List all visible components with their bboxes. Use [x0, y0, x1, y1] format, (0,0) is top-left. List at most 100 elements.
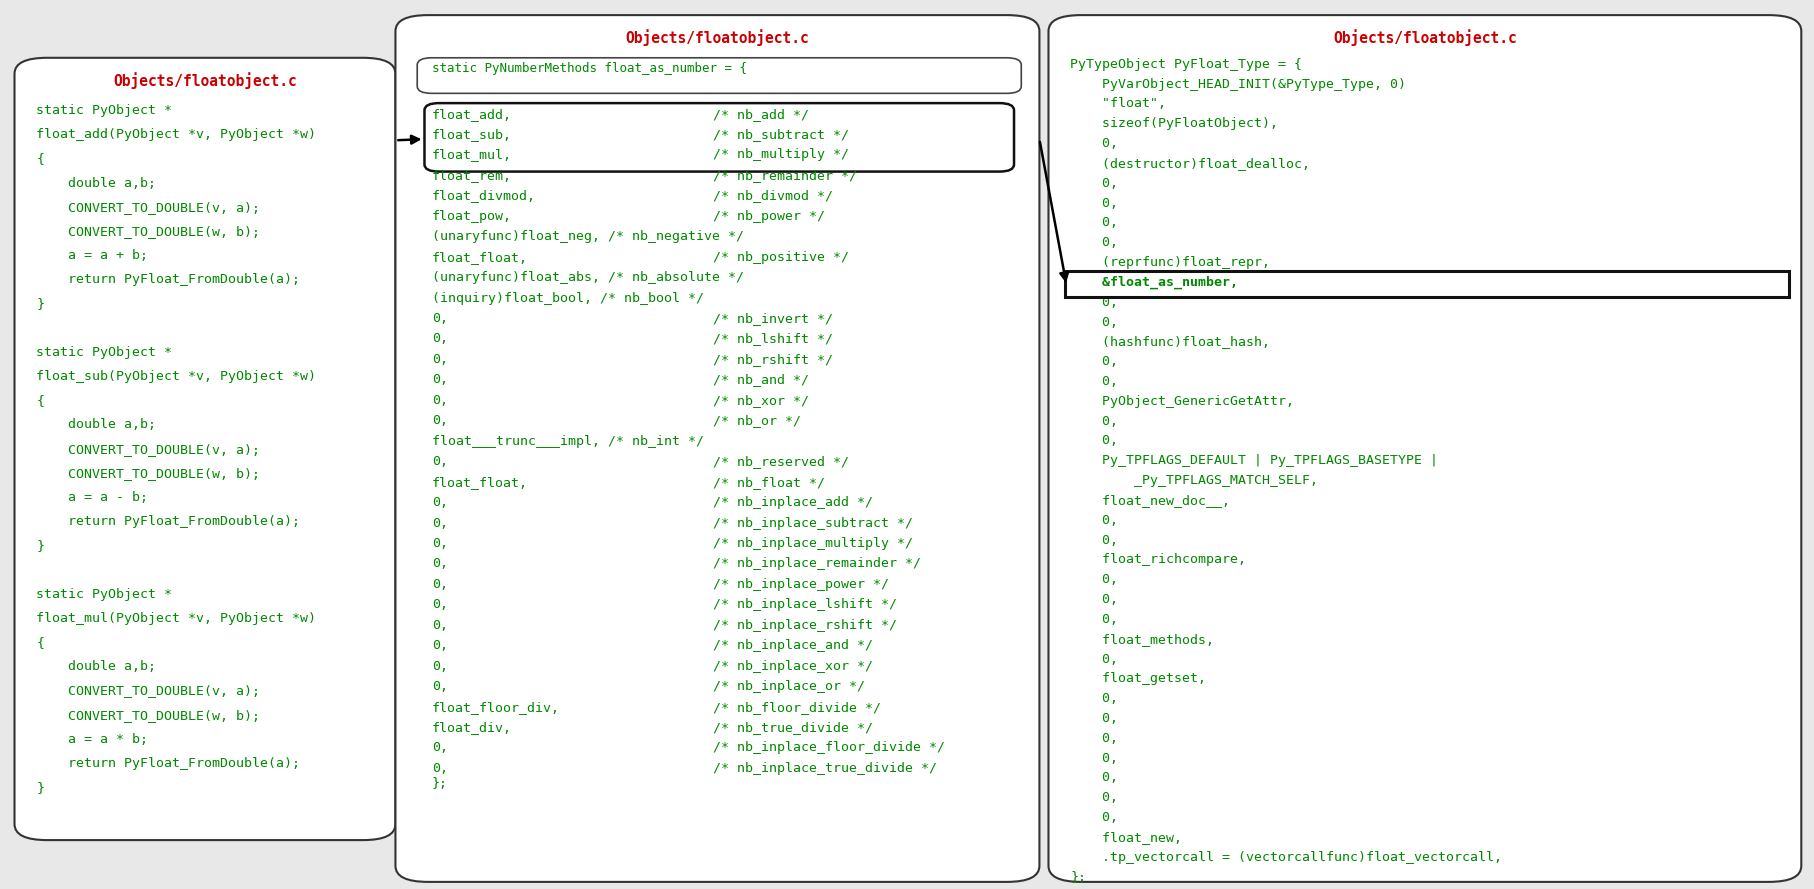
Text: 0,: 0,	[1070, 375, 1117, 388]
Text: 0,: 0,	[1070, 811, 1117, 824]
Text: /* nb_inplace_rshift */: /* nb_inplace_rshift */	[713, 619, 896, 632]
Text: /* nb_inplace_lshift */: /* nb_inplace_lshift */	[713, 598, 896, 612]
Text: "float",: "float",	[1070, 98, 1166, 110]
Text: (unaryfunc)float_neg, /* nb_negative */: (unaryfunc)float_neg, /* nb_negative */	[432, 230, 744, 244]
Text: 0,: 0,	[1070, 236, 1117, 249]
Text: Objects/floatobject.c: Objects/floatobject.c	[112, 72, 297, 89]
Text: float_rem,: float_rem,	[432, 169, 512, 182]
Text: float_add,: float_add,	[432, 108, 512, 121]
Text: float_float,: float_float,	[432, 476, 528, 489]
Text: float_mul,: float_mul,	[432, 148, 512, 162]
Text: }: }	[36, 781, 44, 794]
Text: return PyFloat_FromDouble(a);: return PyFloat_FromDouble(a);	[36, 757, 301, 770]
Text: 0,: 0,	[432, 598, 448, 612]
Text: Objects/floatobject.c: Objects/floatobject.c	[1333, 29, 1517, 46]
FancyBboxPatch shape	[417, 58, 1021, 93]
Text: /* nb_true_divide */: /* nb_true_divide */	[713, 721, 873, 734]
Text: float___trunc___impl, /* nb_int */: float___trunc___impl, /* nb_int */	[432, 435, 704, 448]
Text: float_mul(PyObject *v, PyObject *w): float_mul(PyObject *v, PyObject *w)	[36, 612, 316, 625]
Text: 0,: 0,	[1070, 791, 1117, 805]
Text: (reprfunc)float_repr,: (reprfunc)float_repr,	[1070, 256, 1270, 269]
Text: (destructor)float_dealloc,: (destructor)float_dealloc,	[1070, 157, 1310, 170]
Text: 0,: 0,	[1070, 772, 1117, 784]
Text: CONVERT_TO_DOUBLE(v, a);: CONVERT_TO_DOUBLE(v, a);	[36, 443, 259, 455]
Text: float_sub(PyObject *v, PyObject *w): float_sub(PyObject *v, PyObject *w)	[36, 370, 316, 383]
Text: 0,: 0,	[432, 762, 448, 775]
Text: float_div,: float_div,	[432, 721, 512, 734]
Text: Objects/floatobject.c: Objects/floatobject.c	[626, 29, 809, 46]
Text: float_new,: float_new,	[1070, 831, 1183, 844]
Text: 0,: 0,	[432, 741, 448, 755]
Text: &float_as_number,: &float_as_number,	[1070, 276, 1239, 289]
Text: _Py_TPFLAGS_MATCH_SELF,: _Py_TPFLAGS_MATCH_SELF,	[1070, 474, 1319, 487]
Text: float_floor_div,: float_floor_div,	[432, 701, 561, 714]
Text: /* nb_add */: /* nb_add */	[713, 108, 809, 121]
Text: 0,: 0,	[432, 332, 448, 346]
FancyBboxPatch shape	[1048, 15, 1801, 882]
Text: double a,b;: double a,b;	[36, 661, 156, 673]
Text: 0,: 0,	[1070, 732, 1117, 745]
Text: 0,: 0,	[1070, 613, 1117, 626]
Text: float_methods,: float_methods,	[1070, 633, 1214, 645]
Text: /* nb_floor_divide */: /* nb_floor_divide */	[713, 701, 882, 714]
Text: CONVERT_TO_DOUBLE(v, a);: CONVERT_TO_DOUBLE(v, a);	[36, 201, 259, 213]
Text: /* nb_inplace_power */: /* nb_inplace_power */	[713, 578, 889, 591]
Text: PyTypeObject PyFloat_Type = {: PyTypeObject PyFloat_Type = {	[1070, 58, 1302, 71]
Text: 0,: 0,	[1070, 316, 1117, 329]
Text: 0,: 0,	[1070, 414, 1117, 428]
Text: 0,: 0,	[432, 537, 448, 550]
Text: 0,: 0,	[432, 496, 448, 509]
Text: CONVERT_TO_DOUBLE(w, b);: CONVERT_TO_DOUBLE(w, b);	[36, 709, 259, 722]
Text: 0,: 0,	[1070, 693, 1117, 705]
FancyBboxPatch shape	[424, 103, 1014, 172]
Text: 0,: 0,	[1070, 514, 1117, 527]
Text: {: {	[36, 394, 44, 407]
Text: 0,: 0,	[1070, 593, 1117, 606]
Text: PyVarObject_HEAD_INIT(&PyType_Type, 0): PyVarObject_HEAD_INIT(&PyType_Type, 0)	[1070, 77, 1406, 91]
Text: float_sub,: float_sub,	[432, 128, 512, 141]
Text: double a,b;: double a,b;	[36, 419, 156, 431]
Text: CONVERT_TO_DOUBLE(w, b);: CONVERT_TO_DOUBLE(w, b);	[36, 467, 259, 480]
Text: PyObject_GenericGetAttr,: PyObject_GenericGetAttr,	[1070, 395, 1293, 408]
Text: 0,: 0,	[432, 312, 448, 325]
Text: 0,: 0,	[432, 394, 448, 407]
Text: static PyObject *: static PyObject *	[36, 588, 172, 601]
Text: sizeof(PyFloatObject),: sizeof(PyFloatObject),	[1070, 117, 1279, 131]
Text: /* nb_remainder */: /* nb_remainder */	[713, 169, 856, 182]
FancyBboxPatch shape	[15, 58, 395, 840]
Text: a = a - b;: a = a - b;	[36, 491, 149, 504]
Text: /* nb_inplace_or */: /* nb_inplace_or */	[713, 680, 865, 693]
Text: /* nb_lshift */: /* nb_lshift */	[713, 332, 833, 346]
Text: 0,: 0,	[1070, 137, 1117, 150]
Text: /* nb_and */: /* nb_and */	[713, 373, 809, 387]
Text: (unaryfunc)float_abs, /* nb_absolute */: (unaryfunc)float_abs, /* nb_absolute */	[432, 271, 744, 284]
Text: /* nb_inplace_subtract */: /* nb_inplace_subtract */	[713, 517, 912, 530]
Text: };: };	[1070, 870, 1087, 884]
Text: 0,: 0,	[432, 414, 448, 428]
Text: float_divmod,: float_divmod,	[432, 189, 535, 203]
Text: float_richcompare,: float_richcompare,	[1070, 553, 1246, 566]
FancyBboxPatch shape	[1065, 271, 1789, 297]
Text: 0,: 0,	[1070, 356, 1117, 368]
Text: float_add(PyObject *v, PyObject *w): float_add(PyObject *v, PyObject *w)	[36, 128, 316, 141]
Text: 0,: 0,	[1070, 177, 1117, 189]
Text: /* nb_inplace_and */: /* nb_inplace_and */	[713, 639, 873, 653]
Text: CONVERT_TO_DOUBLE(v, a);: CONVERT_TO_DOUBLE(v, a);	[36, 685, 259, 697]
Text: return PyFloat_FromDouble(a);: return PyFloat_FromDouble(a);	[36, 273, 301, 286]
Text: static PyNumberMethods float_as_number = {: static PyNumberMethods float_as_number =…	[432, 62, 747, 76]
Text: a = a + b;: a = a + b;	[36, 249, 149, 262]
Text: 0,: 0,	[432, 680, 448, 693]
Text: /* nb_or */: /* nb_or */	[713, 414, 802, 428]
Text: (inquiry)float_bool, /* nb_bool */: (inquiry)float_bool, /* nb_bool */	[432, 292, 704, 305]
FancyBboxPatch shape	[395, 15, 1039, 882]
Text: /* nb_invert */: /* nb_invert */	[713, 312, 833, 325]
Text: /* nb_divmod */: /* nb_divmod */	[713, 189, 833, 203]
Text: 0,: 0,	[1070, 573, 1117, 586]
Text: 0,: 0,	[1070, 752, 1117, 765]
Text: double a,b;: double a,b;	[36, 177, 156, 189]
Text: float_float,: float_float,	[432, 251, 528, 264]
Text: /* nb_inplace_multiply */: /* nb_inplace_multiply */	[713, 537, 912, 550]
Text: 0,: 0,	[1070, 533, 1117, 547]
Text: /* nb_inplace_xor */: /* nb_inplace_xor */	[713, 660, 873, 673]
Text: static PyObject *: static PyObject *	[36, 104, 172, 117]
